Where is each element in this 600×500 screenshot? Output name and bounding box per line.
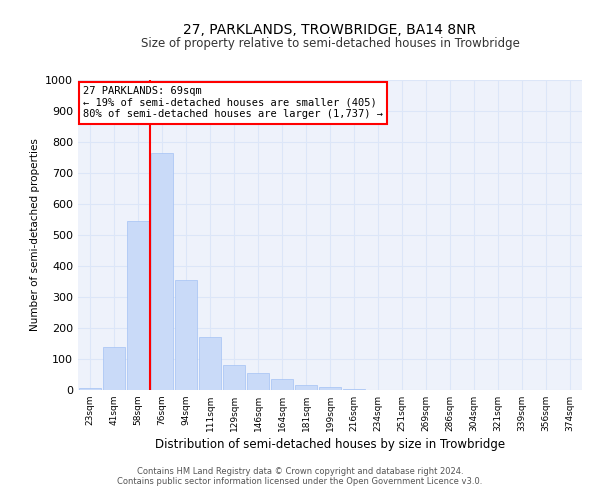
Y-axis label: Number of semi-detached properties: Number of semi-detached properties	[29, 138, 40, 332]
Bar	[151, 153, 173, 390]
Text: Contains public sector information licensed under the Open Government Licence v3: Contains public sector information licen…	[118, 477, 482, 486]
Bar	[223, 365, 245, 390]
Bar	[271, 379, 293, 390]
Bar	[295, 386, 317, 390]
Text: Contains HM Land Registry data © Crown copyright and database right 2024.: Contains HM Land Registry data © Crown c…	[137, 467, 463, 476]
X-axis label: Distribution of semi-detached houses by size in Trowbridge: Distribution of semi-detached houses by …	[155, 438, 505, 451]
Bar	[319, 387, 341, 390]
Bar	[79, 388, 101, 390]
Bar	[247, 373, 269, 390]
Text: Size of property relative to semi-detached houses in Trowbridge: Size of property relative to semi-detach…	[140, 38, 520, 51]
Bar	[175, 280, 197, 390]
Text: 27, PARKLANDS, TROWBRIDGE, BA14 8NR: 27, PARKLANDS, TROWBRIDGE, BA14 8NR	[184, 22, 476, 36]
Bar	[127, 221, 149, 390]
Bar	[199, 338, 221, 390]
Bar	[103, 346, 125, 390]
Text: 27 PARKLANDS: 69sqm
← 19% of semi-detached houses are smaller (405)
80% of semi-: 27 PARKLANDS: 69sqm ← 19% of semi-detach…	[83, 86, 383, 120]
